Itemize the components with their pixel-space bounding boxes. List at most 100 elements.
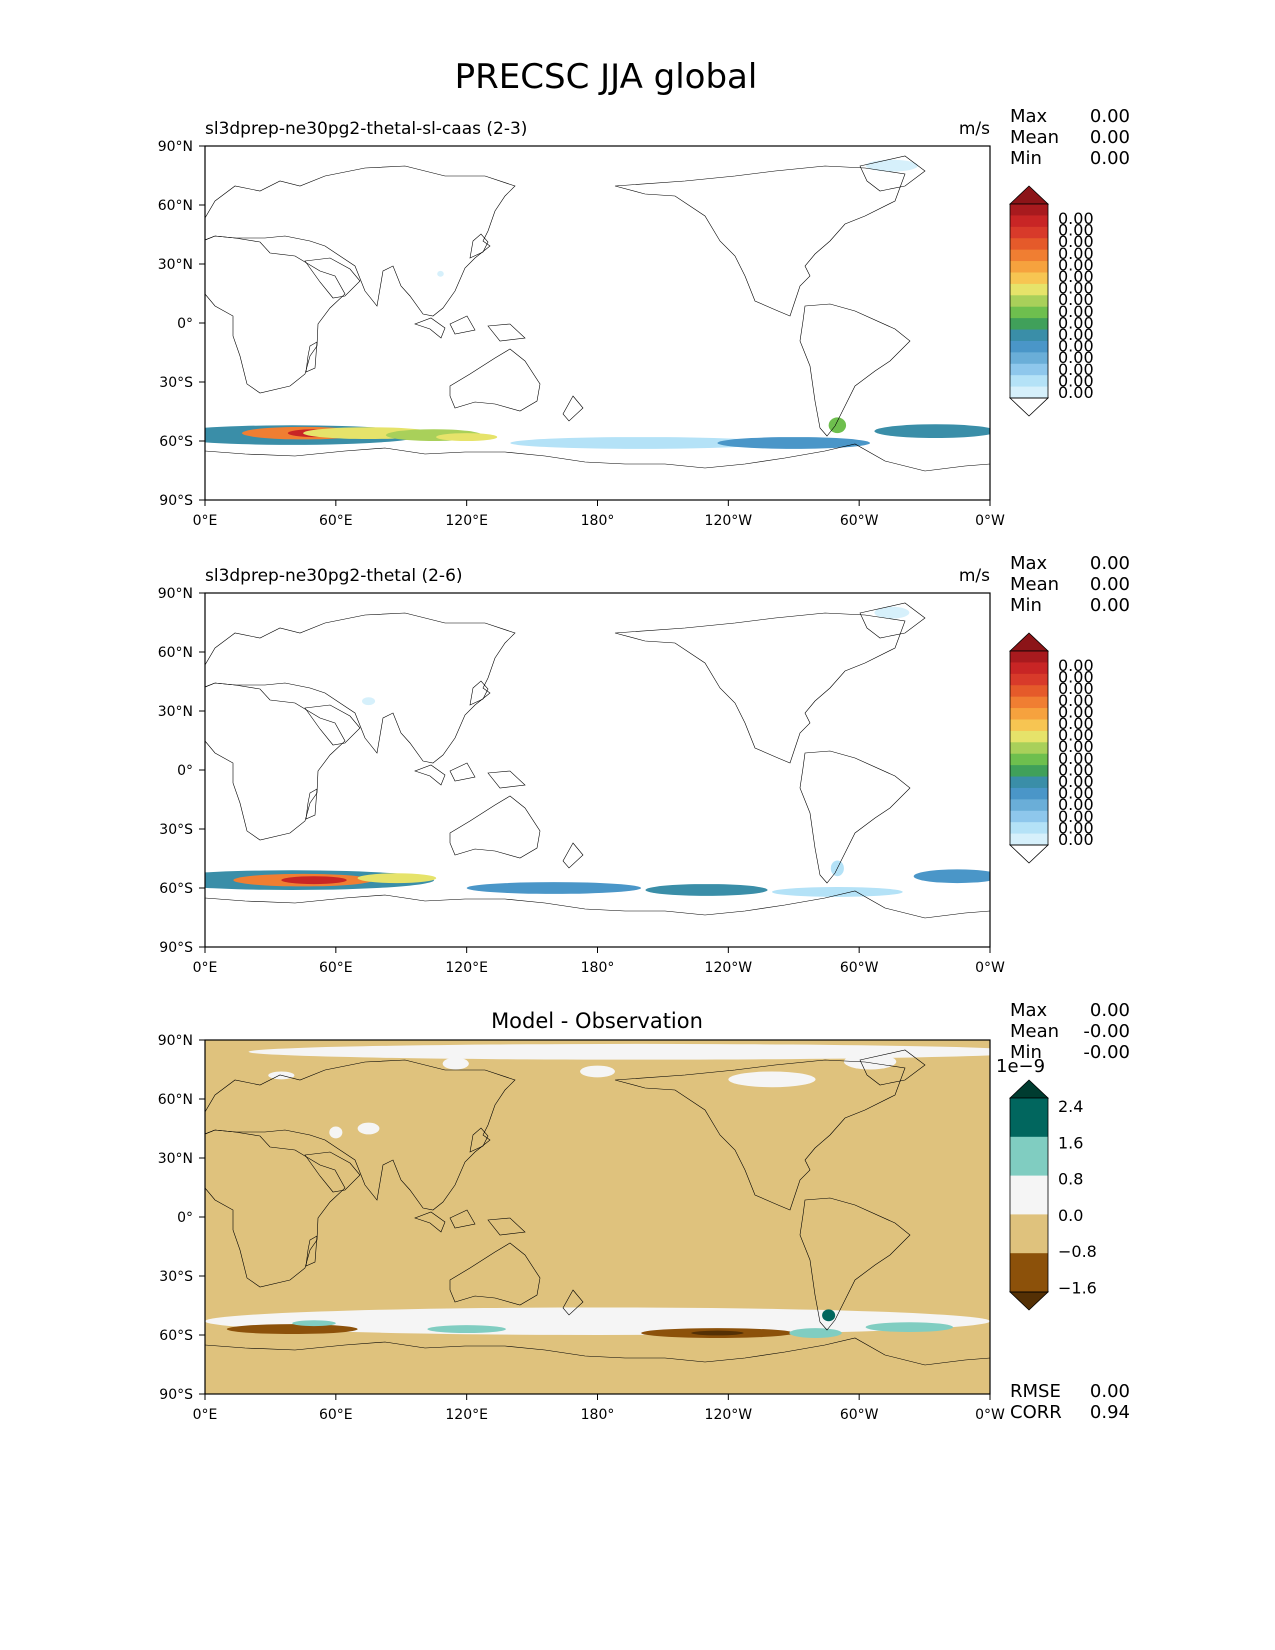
panel-units: m/s bbox=[959, 119, 990, 139]
x-tick-label: 120°E bbox=[445, 513, 488, 529]
field-contour bbox=[728, 1071, 816, 1088]
panel-test: 90°N 60°N 30°N 0° 30°S 60°S 90°S0°E 60°E 120°E 18… bbox=[158, 119, 1005, 529]
colorbar-tick-label: 0.00 bbox=[1058, 325, 1094, 344]
colorbar-extend-min bbox=[1008, 397, 1050, 417]
x-tick-label: 0°W bbox=[975, 1407, 1005, 1423]
stat-value: 0.00 bbox=[1090, 127, 1130, 148]
panel-reference: 90°N 60°N 30°N 0° 30°S 60°S 90°S0°E 60°E 120°E 18… bbox=[158, 566, 1005, 976]
colorbar-extend-min bbox=[1008, 1291, 1050, 1311]
y-tick-label: 30°S bbox=[159, 822, 193, 838]
panel-difference-side: Max 0.00 Mean -0.00 Min -0.00 1e−9 2.4 1.6 0.8 0… bbox=[996, 1000, 1130, 1423]
colorbar-tick-label: 0.0 bbox=[1058, 1206, 1083, 1225]
colorbar-tick-label: 0.00 bbox=[1058, 267, 1094, 286]
colorbar-tick-label: 0.00 bbox=[1058, 209, 1094, 228]
colorbar-tick-label: 0.00 bbox=[1058, 749, 1094, 768]
field-contour bbox=[466, 882, 642, 894]
colorbar-segment bbox=[1010, 742, 1048, 755]
panel-left-title: sl3dprep-ne30pg2-thetal (2-6) bbox=[205, 566, 463, 586]
footer-stat-value: 0.00 bbox=[1090, 1381, 1130, 1402]
colorbar-segment bbox=[1010, 340, 1048, 353]
colorbar-segment bbox=[1010, 673, 1048, 686]
colorbar-tick-label: 0.00 bbox=[1058, 232, 1094, 251]
stat-label: Max bbox=[1010, 1000, 1048, 1021]
panel-center-title: Model - Observation bbox=[491, 1009, 703, 1033]
field-contour bbox=[874, 606, 910, 619]
field-contour bbox=[874, 424, 990, 439]
field-contour bbox=[717, 437, 871, 449]
colorbar-segment bbox=[1010, 787, 1048, 800]
y-tick-label: 0° bbox=[177, 316, 193, 332]
x-tick-label: 0°E bbox=[193, 1407, 218, 1423]
colorbar-extend-max bbox=[1008, 185, 1050, 205]
x-tick-label: 120°W bbox=[705, 960, 753, 976]
field-contour bbox=[510, 437, 772, 449]
stat-value: -0.00 bbox=[1083, 1021, 1130, 1042]
colorbar-tick-label: 0.00 bbox=[1058, 371, 1094, 390]
field-contour bbox=[437, 270, 444, 277]
field-contour bbox=[292, 1320, 336, 1327]
field-contour bbox=[436, 433, 498, 442]
field-contour bbox=[580, 1065, 615, 1078]
field-contour bbox=[828, 417, 847, 434]
colorbar-tick-label: 0.00 bbox=[1058, 784, 1094, 803]
colorbar-segment bbox=[1010, 708, 1048, 720]
colorbar-segment bbox=[1010, 776, 1048, 789]
field-contour bbox=[357, 873, 437, 884]
colorbar-segment bbox=[1010, 306, 1048, 319]
y-tick-label: 60°N bbox=[158, 645, 193, 661]
footer-stat-label: RMSE bbox=[1010, 1381, 1061, 1402]
x-tick-label: 60°E bbox=[319, 960, 353, 976]
field-contour bbox=[771, 887, 903, 897]
colorbar-tick-label: 0.00 bbox=[1058, 290, 1094, 309]
colorbar-segment bbox=[1010, 295, 1048, 308]
panel-left-title: sl3dprep-ne30pg2-thetal-sl-caas (2-3) bbox=[205, 119, 527, 139]
field-contour bbox=[865, 1322, 953, 1333]
colorbar-segment bbox=[1010, 719, 1048, 732]
y-tick-label: 90°S bbox=[159, 493, 193, 509]
colorbar-segment bbox=[1010, 696, 1048, 709]
panel-difference: 90°N 60°N 30°N 0° 30°S 60°S 90°S0°E 60°E 120°E 18… bbox=[158, 1009, 1005, 1423]
colorbar-tick-label: 0.00 bbox=[1058, 807, 1094, 826]
colorbar-segment bbox=[1010, 1214, 1048, 1254]
stat-label: Max bbox=[1010, 553, 1048, 574]
colorbar-segment bbox=[1010, 249, 1048, 262]
x-tick-label: 180° bbox=[581, 513, 615, 529]
field-contour bbox=[362, 697, 376, 706]
field-contour bbox=[281, 876, 347, 885]
colorbar-segment bbox=[1010, 1136, 1048, 1177]
colorbar-tick-label: 0.00 bbox=[1058, 714, 1094, 733]
colorbar-tick-label: 0.8 bbox=[1058, 1170, 1083, 1189]
colorbar-segment bbox=[1010, 329, 1048, 342]
field-contour bbox=[226, 1324, 358, 1335]
x-tick-label: 0°E bbox=[193, 960, 218, 976]
stat-value: 0.00 bbox=[1090, 574, 1130, 595]
x-tick-label: 0°W bbox=[975, 513, 1005, 529]
stat-label: Min bbox=[1010, 148, 1042, 169]
field-contour bbox=[913, 869, 990, 884]
colorbar-segment bbox=[1010, 215, 1048, 228]
y-tick-label: 60°S bbox=[159, 881, 193, 897]
colorbar-segment bbox=[1010, 753, 1048, 766]
stat-value: 0.00 bbox=[1090, 1000, 1130, 1021]
field-contour bbox=[865, 159, 919, 172]
stat-label: Min bbox=[1010, 1042, 1042, 1063]
x-tick-label: 120°W bbox=[705, 1407, 753, 1423]
colorbar-segment bbox=[1010, 318, 1048, 331]
y-tick-label: 0° bbox=[177, 763, 193, 779]
colorbar-segment bbox=[1010, 261, 1048, 273]
colorbar-tick-label: 0.00 bbox=[1058, 760, 1094, 779]
y-tick-label: 60°N bbox=[158, 198, 193, 214]
x-tick-label: 60°E bbox=[319, 513, 353, 529]
colorbar-frame bbox=[1009, 203, 1049, 399]
y-tick-label: 60°S bbox=[159, 434, 193, 450]
field-contour bbox=[442, 1057, 469, 1070]
colorbar-segment bbox=[1010, 204, 1048, 216]
stat-value: 0.00 bbox=[1090, 148, 1130, 169]
colorbar-tick-label: 0.00 bbox=[1058, 348, 1094, 367]
colorbar-tick-label: 0.00 bbox=[1058, 360, 1094, 379]
y-tick-label: 90°N bbox=[158, 139, 193, 155]
colorbar-tick-label: 0.00 bbox=[1058, 679, 1094, 698]
colorbar-tick-label: 0.00 bbox=[1058, 795, 1094, 814]
stat-label: Mean bbox=[1010, 574, 1059, 595]
